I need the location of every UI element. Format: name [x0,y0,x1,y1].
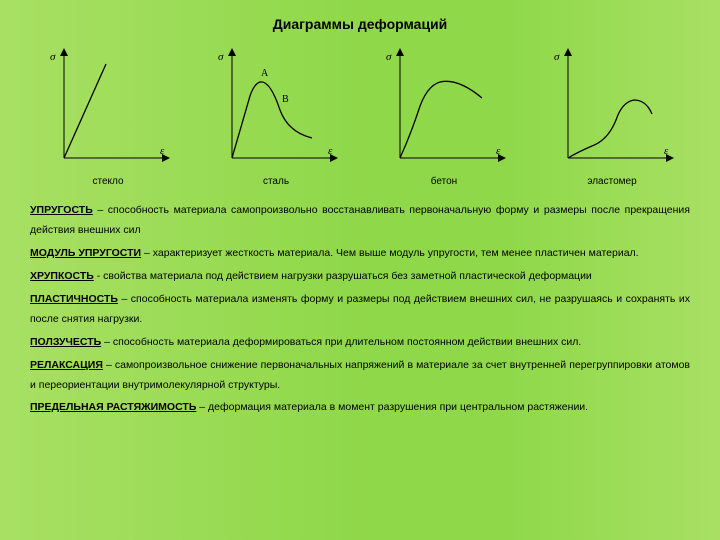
term-text: – характеризует жесткость материала. Чем… [141,247,638,259]
definition-1: МОДУЛЬ УПРУГОСТИ – характеризует жесткос… [30,244,690,264]
term: МОДУЛЬ УПРУГОСТИ [30,247,141,259]
diagram-0: σ ε стекло [38,40,178,187]
term-text: – способность материала деформироваться … [101,336,581,348]
svg-text:A: A [261,68,269,79]
definitions: УПРУГОСТЬ – способность материала самопр… [0,191,720,418]
definition-2: ХРУПКОСТЬ - свойства материала под дейст… [30,267,690,287]
term-text: - свойства материала под действием нагру… [94,270,592,282]
diagrams-row: σ ε стекло σ ε AB сталь σ ε бе [0,32,720,191]
term: ПОЛЗУЧЕСТЬ [30,336,101,348]
term: РЕЛАКСАЦИЯ [30,359,103,371]
definition-3: ПЛАСТИЧНОСТЬ – способность материала изм… [30,290,690,330]
diagram-3: σ ε эластомер [542,40,682,187]
term: УПРУГОСТЬ [30,204,93,216]
term-text: – способность материала самопроизвольно … [30,204,690,236]
term: ПРЕДЕЛЬНАЯ РАСТЯЖИМОСТЬ [30,401,196,413]
chart-svg: σ ε [38,40,178,170]
svg-text:σ: σ [218,51,224,63]
svg-text:σ: σ [50,51,56,63]
term-text: – деформация материала в момент разрушен… [196,401,588,413]
page-title: Диаграммы деформаций [0,0,720,32]
svg-text:ε: ε [664,145,669,157]
term-text: – способность материала изменять форму и… [30,293,690,325]
diagram-caption: стекло [92,176,123,187]
term-text: – самопроизвольное снижение первоначальн… [30,359,690,391]
chart-svg: σ ε [374,40,514,170]
svg-text:B: B [282,94,289,105]
chart-svg: σ ε A B [206,40,346,170]
diagram-caption: сталь [263,176,289,187]
svg-text:ε: ε [496,145,501,157]
chart-svg: σ ε [542,40,682,170]
definition-5: РЕЛАКСАЦИЯ – самопроизвольное снижение п… [30,356,690,396]
diagram-caption: бетон [431,176,457,187]
svg-text:σ: σ [554,51,560,63]
definition-0: УПРУГОСТЬ – способность материала самопр… [30,201,690,241]
diagram-2: σ ε бетон [374,40,514,187]
definition-4: ПОЛЗУЧЕСТЬ – способность материала дефор… [30,333,690,353]
term: ПЛАСТИЧНОСТЬ [30,293,118,305]
diagram-1: σ ε A B сталь [206,40,346,187]
svg-text:ε: ε [328,145,333,157]
diagram-caption: эластомер [587,176,636,187]
term: ХРУПКОСТЬ [30,270,94,282]
svg-text:σ: σ [386,51,392,63]
svg-text:ε: ε [160,145,165,157]
definition-6: ПРЕДЕЛЬНАЯ РАСТЯЖИМОСТЬ – деформация мат… [30,398,690,418]
